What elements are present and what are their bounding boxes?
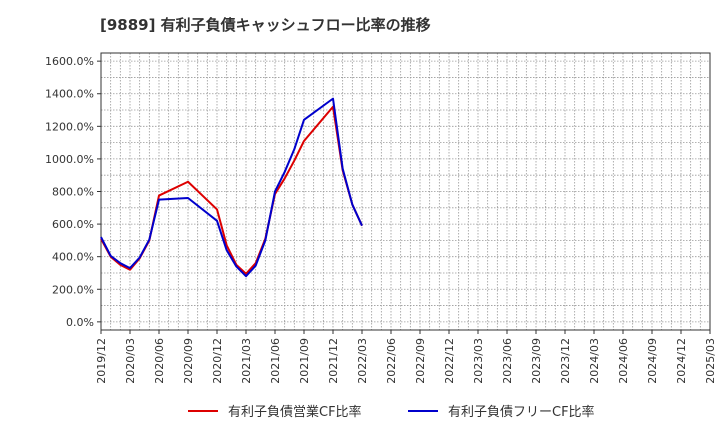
x-tick-label: 2021/12	[327, 338, 340, 384]
x-tick-label: 2021/09	[298, 338, 311, 384]
y-tick-label: 1000.0%	[45, 153, 94, 166]
x-tick-label: 2020/12	[211, 338, 224, 384]
x-tick-label: 2022/03	[356, 338, 369, 384]
grid	[100, 53, 711, 330]
y-tick-label: 1600.0%	[45, 55, 94, 68]
y-tick-label: 0.0%	[66, 316, 94, 329]
legend-label-2: 有利子負債フリーCF比率	[448, 404, 595, 420]
x-tick-label: 2023/03	[472, 338, 485, 384]
x-tick-label: 2019/12	[95, 338, 108, 384]
x-tick-label: 2021/06	[269, 338, 282, 384]
x-tick-label: 2023/09	[530, 338, 543, 384]
chart-title: [9889] 有利子負債キャッシュフロー比率の推移	[100, 16, 431, 34]
x-tick-label: 2025/03	[704, 338, 717, 384]
legend: 有利子負債営業CF比率 有利子負債フリーCF比率	[188, 404, 595, 420]
series-lines	[100, 97, 363, 278]
x-tick-label: 2024/09	[646, 338, 659, 384]
y-tick-label: 1400.0%	[45, 88, 94, 101]
x-tick-label: 2022/06	[385, 338, 398, 384]
x-tick-label: 2024/12	[675, 338, 688, 384]
x-tick-label: 2020/03	[124, 338, 137, 384]
y-tick-label: 200.0%	[52, 283, 94, 296]
x-tick-label: 2022/09	[414, 338, 427, 384]
x-tick-label: 2020/06	[153, 338, 166, 384]
y-tick-label: 400.0%	[52, 251, 94, 264]
legend-label-1: 有利子負債営業CF比率	[228, 404, 362, 420]
x-tick-label: 2022/12	[443, 338, 456, 384]
y-tick-label: 600.0%	[52, 218, 94, 231]
x-tick-label: 2023/06	[501, 338, 514, 384]
x-tick-label: 2021/03	[240, 338, 253, 384]
x-tick-label: 2024/03	[588, 338, 601, 384]
x-tick-label: 2023/12	[559, 338, 572, 384]
series-line-2	[100, 97, 363, 278]
x-tick-label: 2024/06	[617, 338, 630, 384]
y-tick-label: 800.0%	[52, 186, 94, 199]
x-tick-label: 2020/09	[182, 338, 195, 384]
y-tick-label: 1200.0%	[45, 120, 94, 133]
axes: 0.0% 200.0% 400.0% 600.0% 800.0% 1000.0% 1200.…	[45, 52, 717, 384]
